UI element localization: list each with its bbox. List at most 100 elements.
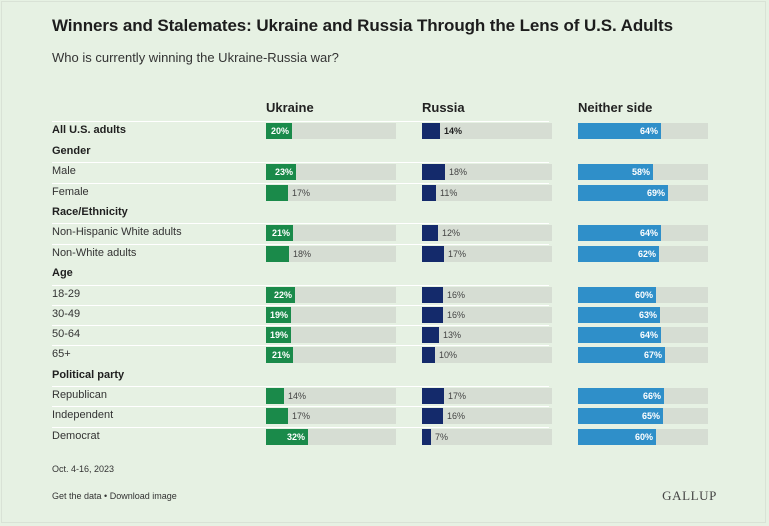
section-label: Gender: [52, 145, 91, 157]
neither-side-bar: [578, 429, 656, 445]
russia-value-label: 12%: [442, 228, 461, 238]
russia-bar: [422, 347, 435, 363]
ukraine-bar-track: 17%: [266, 408, 396, 424]
ukraine-bar: [266, 429, 308, 445]
row-label: 30-49: [52, 308, 81, 320]
russia-bar: [422, 287, 443, 303]
ukraine-bar-track: 14%: [266, 388, 396, 404]
get-data-link[interactable]: Get the data: [52, 491, 102, 501]
neither-side-value-label: 63%: [638, 310, 657, 320]
russia-bar-track: 18%: [422, 164, 552, 180]
row-divider: [52, 386, 549, 387]
ukraine-value-label: 21%: [271, 228, 290, 238]
row-label: Republican: [52, 389, 108, 401]
neither-side-value-label: 62%: [637, 249, 656, 259]
russia-bar: [422, 164, 445, 180]
russia-bar-track: 17%: [422, 388, 552, 404]
ukraine-bar-track: 21%: [266, 347, 396, 363]
neither-side-value-label: 64%: [639, 126, 658, 136]
russia-bar-track: 12%: [422, 225, 552, 241]
ukraine-bar-track: 32%: [266, 429, 396, 445]
neither-side-value-label: 60%: [634, 290, 653, 300]
ukraine-bar: [266, 408, 288, 424]
russia-value-label: 16%: [447, 290, 466, 300]
ukraine-value-label: 19%: [269, 330, 288, 340]
ukraine-bar: [266, 185, 288, 201]
ukraine-value-label: 14%: [288, 391, 307, 401]
row-label: Democrat: [52, 430, 100, 442]
russia-bar-track: 14%: [422, 123, 552, 139]
gallup-logo: GALLUP: [662, 488, 717, 503]
row-label: Male: [52, 165, 76, 177]
row-divider: [52, 183, 549, 184]
survey-date: Oct. 4-16, 2023: [52, 464, 115, 474]
row-divider: [52, 406, 549, 407]
russia-bar-track: 10%: [422, 347, 552, 363]
row-label: Female: [52, 186, 89, 198]
neither-side-bar: [578, 408, 663, 424]
ukraine-value-label: 17%: [292, 188, 311, 198]
neither-side-bar: [578, 307, 660, 323]
row-divider: [52, 325, 549, 326]
row-divider: [52, 162, 549, 163]
russia-bar: [422, 388, 444, 404]
russia-value-label: 16%: [447, 310, 466, 320]
neither-side-bar-track: 60%: [578, 429, 708, 445]
ukraine-value-label: 21%: [271, 350, 290, 360]
neither-side-bar: [578, 123, 661, 139]
row-label: Non-White adults: [52, 247, 137, 259]
row-divider: [52, 244, 549, 245]
neither-side-bar: [578, 225, 661, 241]
neither-side-bar-track: 64%: [578, 123, 708, 139]
neither-side-value-label: 65%: [641, 411, 660, 421]
section-label: Political party: [52, 369, 125, 381]
neither-side-value-label: 64%: [639, 228, 658, 238]
ukraine-value-label: 32%: [286, 432, 305, 442]
russia-bar: [422, 246, 444, 262]
ukraine-bar-track: 19%: [266, 327, 396, 343]
row-divider: [52, 121, 549, 122]
neither-side-value-label: 69%: [646, 188, 665, 198]
chart-subtitle: Who is currently winning the Ukraine-Rus…: [52, 50, 339, 65]
row-divider: [52, 345, 549, 346]
row-divider: [52, 285, 549, 286]
column-header-ukraine: Ukraine: [266, 100, 314, 115]
neither-side-bar: [578, 388, 664, 404]
ukraine-bar-track: 22%: [266, 287, 396, 303]
neither-side-bar-track: 64%: [578, 225, 708, 241]
russia-bar-track: 17%: [422, 246, 552, 262]
neither-side-bar-track: 63%: [578, 307, 708, 323]
row-label: Independent: [52, 409, 114, 421]
link-separator: •: [101, 491, 110, 501]
ukraine-value-label: 17%: [292, 411, 311, 421]
ukraine-bar-track: 23%: [266, 164, 396, 180]
ukraine-bar-track: 17%: [266, 185, 396, 201]
ukraine-bar: [266, 388, 284, 404]
ukraine-value-label: 22%: [273, 290, 292, 300]
ukraine-bar: [266, 225, 293, 241]
row-label: All U.S. adults: [52, 124, 126, 136]
russia-value-label: 16%: [447, 411, 466, 421]
ukraine-bar: [266, 327, 291, 343]
row-divider: [52, 305, 549, 306]
ukraine-bar: [266, 164, 296, 180]
neither-side-bar: [578, 327, 661, 343]
neither-side-value-label: 60%: [634, 432, 653, 442]
russia-bar-track: 7%: [422, 429, 552, 445]
ukraine-bar-track: 21%: [266, 225, 396, 241]
chart-title: Winners and Stalemates: Ukraine and Russ…: [52, 16, 673, 35]
neither-side-value-label: 64%: [639, 330, 658, 340]
neither-side-bar-track: 58%: [578, 164, 708, 180]
download-image-link[interactable]: Download image: [109, 491, 177, 501]
ukraine-bar: [266, 347, 293, 363]
russia-bar-track: 16%: [422, 408, 552, 424]
russia-value-label: 14%: [444, 126, 463, 136]
neither-side-bar: [578, 164, 653, 180]
russia-value-label: 10%: [439, 350, 458, 360]
neither-side-bar-track: 62%: [578, 246, 708, 262]
neither-side-bar-track: 64%: [578, 327, 708, 343]
ukraine-bar: [266, 287, 295, 303]
russia-bar-track: 16%: [422, 287, 552, 303]
ukraine-bar: [266, 307, 291, 323]
